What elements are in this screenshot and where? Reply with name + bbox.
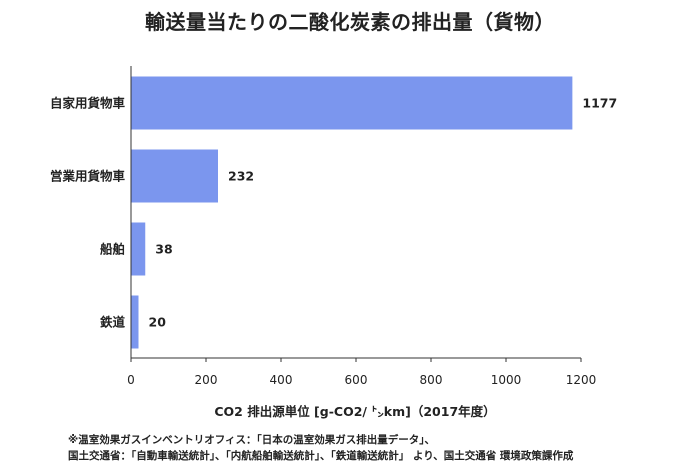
source-footnote-line-1: ※温室効果ガスインベントリオフィス：「日本の温室効果ガス排出量データ」、 bbox=[68, 434, 435, 446]
x-ticks-layer: 0 200 400 600 800 1000 1200 bbox=[127, 358, 596, 387]
source-footnote-line-2: 国土交通省：「自動車輸送統計」、「内航船舶輸送統計」、「鉄道輸送統計」 より、国… bbox=[68, 450, 574, 462]
data-label: 38 bbox=[155, 242, 172, 257]
x-tick-label: 1000 bbox=[491, 373, 522, 387]
bar bbox=[131, 295, 139, 349]
bar bbox=[131, 222, 146, 276]
category-label: 自家用貨物車 bbox=[50, 96, 126, 111]
x-tick-label: 600 bbox=[345, 373, 368, 387]
data-label: 20 bbox=[149, 315, 167, 330]
x-tick-label: 400 bbox=[270, 373, 293, 387]
x-axis-label: CO2 排出源単位 [g-CO2/ ㌧km]（2017年度） bbox=[214, 404, 496, 419]
category-label: 船舶 bbox=[100, 242, 125, 257]
data-label: 1177 bbox=[582, 96, 617, 111]
x-tick-label: 800 bbox=[420, 373, 443, 387]
x-tick-label: 0 bbox=[127, 373, 135, 387]
labels-layer: 自家用貨物車 1177 営業用貨物車 232 船舶 38 鉄道 20 bbox=[50, 96, 617, 330]
x-tick-label: 200 bbox=[195, 373, 218, 387]
bars-layer bbox=[131, 76, 573, 349]
category-label: 鉄道 bbox=[100, 315, 126, 330]
data-label: 232 bbox=[228, 169, 254, 184]
bar bbox=[131, 76, 573, 130]
chart-title: 輸送量当たりの二酸化炭素の排出量（貨物） bbox=[145, 10, 555, 34]
category-label: 営業用貨物車 bbox=[50, 169, 126, 184]
bar bbox=[131, 149, 218, 203]
x-tick-label: 1200 bbox=[566, 373, 597, 387]
